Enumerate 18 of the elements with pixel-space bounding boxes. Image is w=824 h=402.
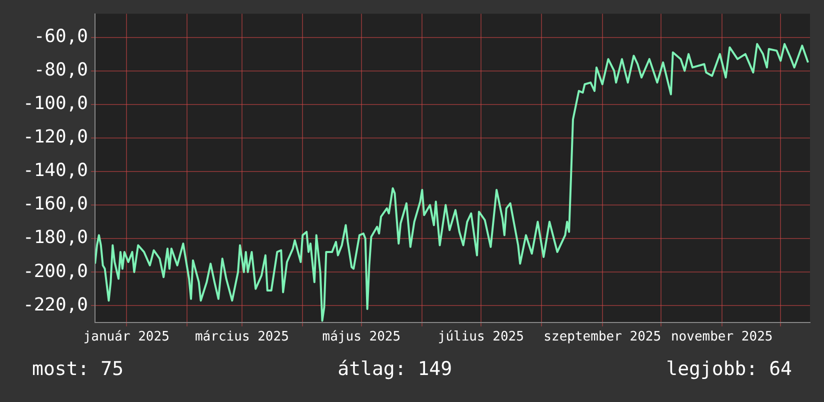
y-tick-label: -80,0 bbox=[34, 59, 88, 80]
text: most: 75 bbox=[32, 358, 124, 380]
y-tick-label: -160,0 bbox=[22, 194, 88, 215]
x-tick-label: szeptember 2025 bbox=[544, 330, 662, 345]
x-tick-label: november 2025 bbox=[670, 330, 773, 345]
y-tick-label: -60,0 bbox=[34, 26, 88, 47]
y-tick-label: -200,0 bbox=[22, 260, 88, 282]
x-tick-label: május 2025 bbox=[322, 330, 401, 345]
y-tick-label: -100,0 bbox=[22, 93, 88, 114]
y-tick-label: -180,0 bbox=[22, 227, 88, 248]
text: átlag: 149 bbox=[338, 358, 452, 380]
y-tick-label: -120,0 bbox=[22, 126, 88, 148]
y-tick-label: -220,0 bbox=[22, 294, 88, 316]
x-tick-label: július 2025 bbox=[438, 330, 524, 345]
x-tick-label: március 2025 bbox=[194, 330, 289, 345]
y-tick-label: -140,0 bbox=[22, 160, 88, 182]
x-tick-label: január 2025 bbox=[83, 330, 170, 345]
text: legjobb: 64 bbox=[666, 358, 792, 380]
